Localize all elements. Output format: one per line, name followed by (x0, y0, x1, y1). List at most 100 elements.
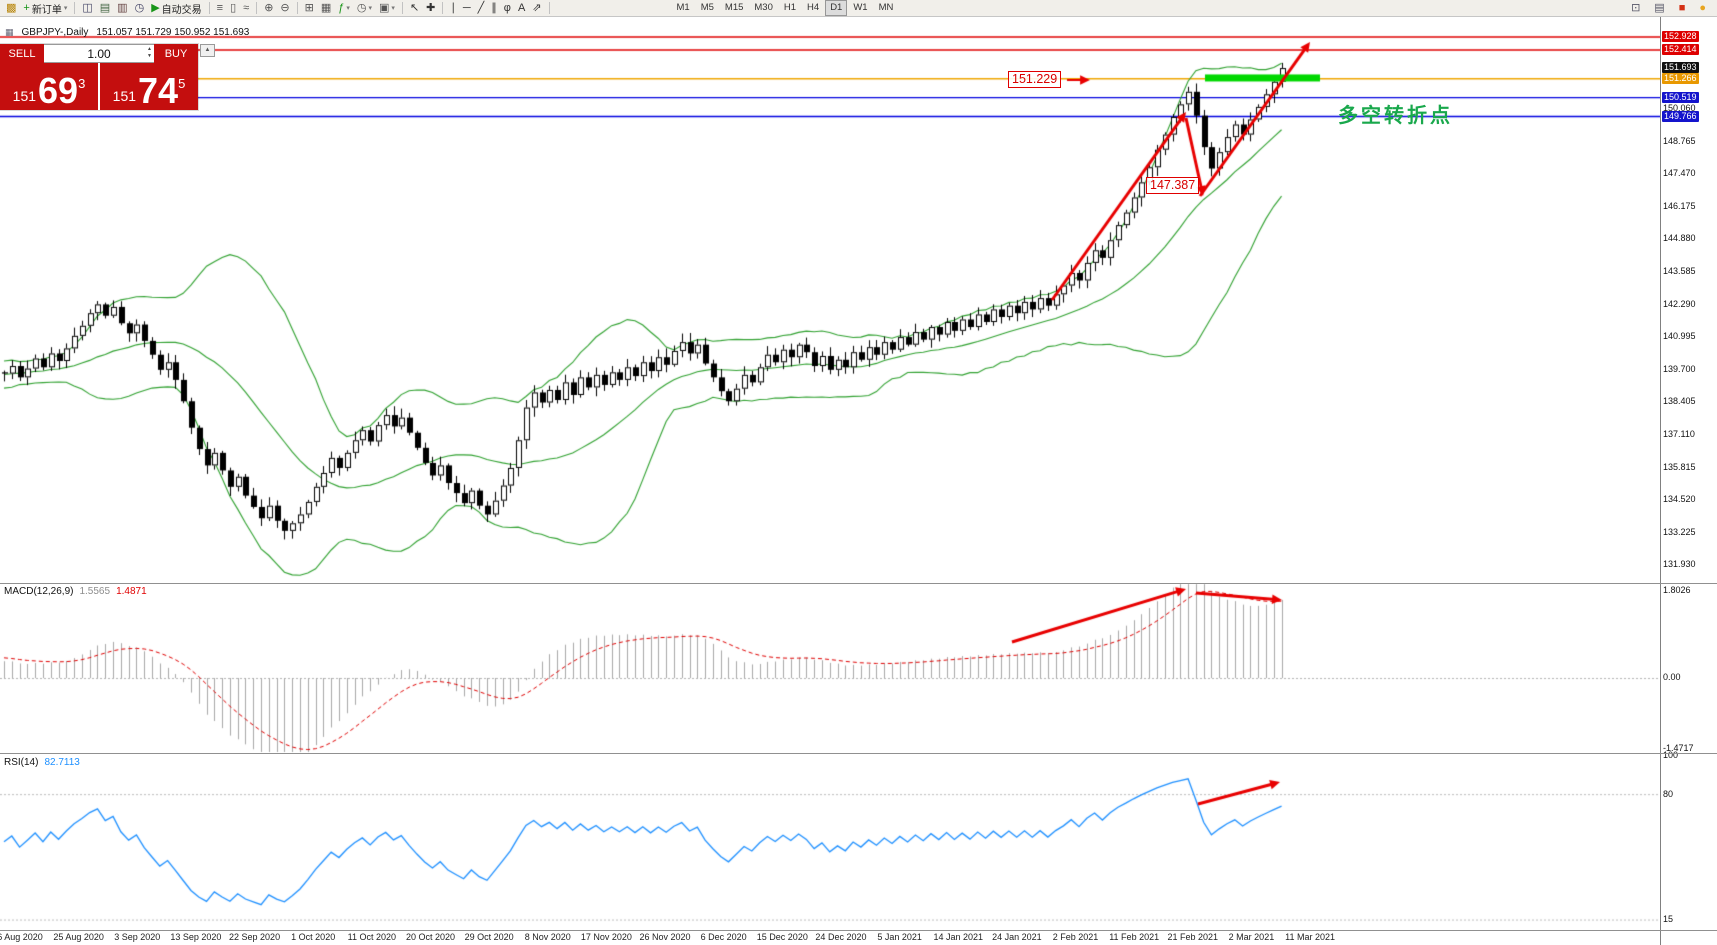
buy-price-display[interactable]: 151 74 5 (100, 63, 198, 110)
candlestick-chart-icon[interactable]: ▯ (227, 1, 239, 16)
date-label: 21 Feb 2021 (1167, 932, 1219, 942)
dropdown-arrow-icon: ▾ (63, 5, 68, 12)
timeframe-h4[interactable]: H4 (807, 2, 820, 13)
axis-tick: 139.700 (1663, 363, 1696, 374)
bar-chart-icon[interactable]: ≡ (214, 1, 226, 16)
date-label: 13 Sep 2020 (170, 932, 222, 942)
timeframe-d1[interactable]: D1 (825, 0, 848, 16)
timeframe-m15[interactable]: M15 (724, 2, 744, 13)
axis-tick: 143.585 (1663, 266, 1696, 277)
date-label: 2 Feb 2021 (1052, 932, 1099, 942)
indicators-icon[interactable]: ƒ ▾ (335, 1, 353, 16)
volume-spinner[interactable]: ▲ ▼ (147, 46, 152, 60)
timeframe-h1[interactable]: H1 (783, 2, 797, 13)
window-list-icon[interactable]: ▤ (1651, 1, 1667, 16)
price-axis[interactable]: 150.060 148.765 147.470 146.175 144.880 143.5… (1660, 16, 1717, 945)
profiles-icon[interactable]: ▤ (97, 1, 113, 16)
timeframe-mn[interactable]: MN (878, 2, 894, 13)
axis-tick: -1.4717 (1663, 742, 1694, 753)
autotrading-button[interactable]: ▶ 自动交易 (148, 1, 204, 16)
text-icon[interactable]: A (515, 1, 528, 16)
price-annotation-147387[interactable]: 147.387 (1146, 177, 1200, 194)
tile-windows-icon: ⊞ (304, 1, 314, 14)
turning-point-note[interactable]: 多空转折点 (1338, 105, 1453, 127)
timeframe-w1[interactable]: W1 (853, 2, 868, 13)
buy-button[interactable]: BUY (154, 44, 198, 63)
horizontal-line-icon[interactable]: ─ (460, 1, 474, 16)
date-label: 3 Sep 2020 (114, 932, 161, 942)
cursor-icon[interactable]: ↖ (407, 1, 422, 16)
axis-tick: 146.175 (1663, 200, 1696, 211)
alert-icon[interactable]: ■ (1676, 1, 1689, 16)
date-label: 22 Sep 2020 (229, 932, 281, 942)
new-order-button: + (23, 1, 30, 14)
panel-separator[interactable] (0, 930, 1717, 931)
fibonacci-icon[interactable]: φ (501, 1, 514, 16)
strategy-tester-icon: ◷ (134, 1, 145, 14)
crosshair-icon: ✚ (426, 1, 436, 14)
chart-ohlc: 151.057 151.729 150.952 151.693 (96, 27, 250, 38)
toolbar-right-group: ⊡ ▤ ■ ● (1628, 1, 1714, 16)
strategy-tester-icon[interactable]: ◷ (132, 1, 148, 16)
date-label: 26 Nov 2020 (639, 932, 691, 942)
price-marker: 149.766 (1662, 110, 1699, 122)
price-marker: 150.519 (1662, 91, 1699, 103)
chart-title: ▦ GBPJPY-,Daily 151.057 151.729 150.952 … (5, 27, 249, 38)
autotrading-button: ▶ (151, 1, 160, 14)
charts-layout-icon[interactable]: ◫ (79, 1, 95, 16)
date-label: 20 Oct 2020 (405, 932, 455, 942)
notification-icon[interactable]: ● (1696, 1, 1709, 16)
panel-separator[interactable] (0, 753, 1717, 754)
toolbar-separator (442, 2, 444, 14)
new-order-button[interactable]: + 新订单 ▾ (20, 1, 70, 16)
data-window-icon[interactable]: ▥ (114, 1, 130, 16)
channel-icon[interactable]: ∥ (488, 1, 500, 16)
timeframe-m30[interactable]: M30 (754, 2, 773, 13)
periods-icon[interactable]: ◷ ▾ (354, 1, 375, 16)
cursor-icon: ↖ (409, 1, 420, 14)
axis-tick: 148.765 (1663, 135, 1696, 146)
crosshair-icon[interactable]: ✚ (423, 1, 438, 16)
toolbar-separator (296, 2, 298, 14)
zoom-out-icon[interactable]: ⊖ (277, 1, 292, 16)
profiles-icon: ▤ (99, 1, 111, 14)
line-chart-icon[interactable]: ≈ (240, 1, 252, 16)
toolbar-separator (74, 2, 76, 14)
autotrading-button-label: 自动交易 (161, 4, 202, 16)
spinner-up-icon[interactable]: ▲ (147, 46, 152, 52)
zoom-in-icon: ⊕ (264, 1, 274, 14)
templates-icon[interactable]: ▣ ▾ (376, 1, 398, 16)
sell-price-display[interactable]: 151 69 3 (0, 63, 98, 110)
axis-tick: 142.290 (1663, 298, 1696, 309)
panel-separator[interactable] (0, 583, 1717, 584)
spinner-down-icon[interactable]: ▼ (147, 53, 152, 59)
time-axis[interactable]: 6 Aug 2020 25 Aug 2020 3 Sep 2020 13 Sep 20… (0, 931, 1660, 945)
timeframe-m5[interactable]: M5 (700, 2, 714, 13)
terminal-icon[interactable]: ▩ (3, 1, 19, 16)
price-annotation-151229[interactable]: 151.229 (1008, 71, 1062, 88)
timeframe-m1[interactable]: M1 (676, 2, 690, 13)
panel-collapse-button[interactable]: ▲ (200, 44, 215, 57)
toolbar-separator (208, 2, 210, 14)
tile-windows-icon[interactable]: ⊞ (302, 1, 317, 16)
axis-tick: 133.225 (1663, 526, 1696, 537)
volume-input[interactable]: 1.00 ▲ ▼ (44, 44, 154, 63)
vertical-line-icon[interactable]: ∣ (447, 1, 459, 16)
axis-tick: 15 (1663, 914, 1674, 925)
rsi-indicator-label: RSI(14) 82.7113 (4, 757, 80, 768)
price-marker: 151.693 (1662, 62, 1699, 74)
rsi-value: 82.7113 (44, 757, 80, 768)
axis-tick: 1.8026 (1663, 585, 1691, 596)
chart-window-icon[interactable]: ⊡ (1628, 1, 1643, 16)
zoom-in-icon[interactable]: ⊕ (261, 1, 276, 16)
chart-symbol-period: GBPJPY-,Daily (21, 27, 89, 38)
axis-tick: 140.995 (1663, 331, 1696, 342)
date-label: 5 Jan 2021 (877, 932, 922, 942)
horizontal-line-icon: ─ (462, 1, 471, 14)
arrows-icon[interactable]: ⇗ (529, 1, 544, 16)
grid-icon[interactable]: ▦ (318, 1, 334, 16)
macd-indicator-label: MACD(12,26,9) 1.5565 1.4871 (4, 586, 147, 597)
trendline-icon[interactable]: ╱ (475, 1, 488, 16)
sell-button[interactable]: SELL (0, 44, 44, 63)
